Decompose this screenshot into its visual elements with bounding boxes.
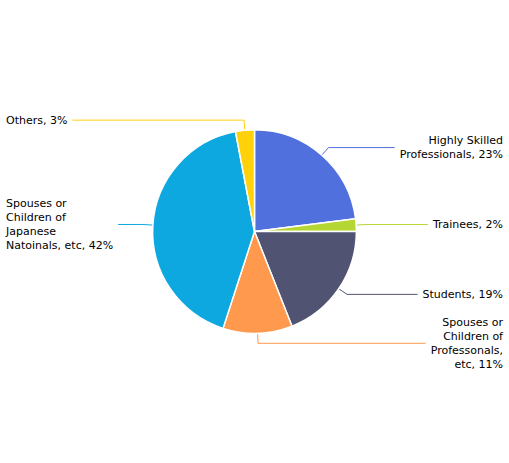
svg-text:Professionals, 23%: Professionals, 23% <box>400 148 503 161</box>
svg-text:Trainees, 2%: Trainees, 2% <box>432 218 503 231</box>
svg-text:Japanese: Japanese <box>5 225 56 238</box>
svg-text:Students, 19%: Students, 19% <box>423 288 503 301</box>
svg-text:Others, 3%: Others, 3% <box>6 114 67 127</box>
svg-text:Professonals,: Professonals, <box>431 344 503 357</box>
svg-text:Children of: Children of <box>6 211 67 224</box>
svg-text:Natoinals, etc, 42%: Natoinals, etc, 42% <box>6 239 113 252</box>
svg-text:Children of: Children of <box>443 330 504 343</box>
svg-text:Highly Skilled: Highly Skilled <box>428 134 503 147</box>
svg-text:etc, 11%: etc, 11% <box>454 358 503 371</box>
svg-text:Spouses or: Spouses or <box>442 316 503 329</box>
svg-text:Spouses or: Spouses or <box>6 197 67 210</box>
